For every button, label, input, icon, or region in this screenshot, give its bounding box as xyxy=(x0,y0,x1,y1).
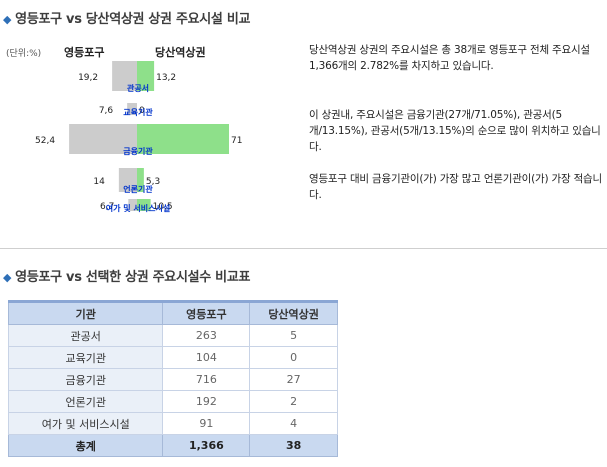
chart-left-header: 영등포구 xyxy=(64,46,105,59)
value-label-left: 19,2 xyxy=(78,73,98,83)
category-label: 언론기관 xyxy=(123,184,153,194)
total-value: 1,366 xyxy=(162,434,251,457)
row-label: 관공서 xyxy=(7,324,164,347)
value-label-right: 10,5 xyxy=(153,202,173,212)
value-label-left: 7,6 xyxy=(99,106,114,116)
category-label: 관공서 xyxy=(127,83,149,93)
cell-value: 263 xyxy=(162,324,251,347)
table-row: 여가 및 서비스시설 91 4 xyxy=(7,412,338,435)
description-paragraph-2: 이 상권내, 주요시설은 금융기관(27개/71.05%), 관공서(5개/13… xyxy=(309,109,601,153)
total-value: 38 xyxy=(249,434,338,457)
bar-left-3 xyxy=(118,168,137,192)
cell-value: 716 xyxy=(162,368,251,391)
value-label-right: 71 xyxy=(231,136,242,146)
cell-value: 91 xyxy=(162,412,251,435)
section-title-table: ◆ 영등포구 vs 선택한 상권 주요시설수 비교표 xyxy=(3,266,250,285)
section-title-text: 영등포구 vs 선택한 상권 주요시설수 비교표 xyxy=(15,270,251,285)
bar-right-4 xyxy=(137,199,151,211)
value-label-right: 13,2 xyxy=(156,73,176,83)
category-label: 교육기관 xyxy=(123,107,153,117)
diamond-bullet-icon: ◆ xyxy=(3,271,12,284)
bar-right-0 xyxy=(137,61,155,91)
section-title-comparison: ◆ 영등포구 vs 당산역상권 상권 주요시설 비교 xyxy=(3,8,250,27)
cell-value: 192 xyxy=(162,390,251,413)
comparison-table: 기관 영등포구 당산역상권 관공서 263 5 교육기관 104 0 금융기관 … xyxy=(7,300,338,457)
section-divider xyxy=(0,248,607,249)
cell-value: 104 xyxy=(162,346,251,369)
column-header: 기관 xyxy=(7,300,164,325)
row-label: 교육기관 xyxy=(7,346,164,369)
cell-value: 0 xyxy=(249,346,338,369)
row-label: 언론기관 xyxy=(7,390,164,413)
column-header: 영등포구 xyxy=(162,300,251,325)
row-label: 금융기관 xyxy=(7,368,164,391)
column-header: 당산역상권 xyxy=(249,300,338,325)
total-label: 총계 xyxy=(7,434,164,457)
table-row: 교육기관 104 0 xyxy=(7,346,338,369)
bar-right-2 xyxy=(137,124,229,154)
table-total-row: 총계 1,366 38 xyxy=(7,434,338,457)
value-label-right: 5,3 xyxy=(146,177,160,187)
chart-right-header: 당산역상권 xyxy=(155,46,206,59)
cell-value: 5 xyxy=(249,324,338,347)
bar-right-3 xyxy=(137,168,144,192)
value-label-left: 14 xyxy=(93,177,105,187)
description-paragraph-1: 당산역상권 상권의 주요시설은 총 38개로 영등포구 전체 주요시설 1,36… xyxy=(309,44,590,72)
row-label: 여가 및 서비스시설 xyxy=(7,412,164,435)
cell-value: 4 xyxy=(249,412,338,435)
cell-value: 2 xyxy=(249,390,338,413)
table-row: 관공서 263 5 xyxy=(7,324,338,347)
value-label-left: 52,4 xyxy=(35,136,55,146)
category-label: 여가 및 서비스시설 xyxy=(106,203,170,213)
diamond-bullet-icon: ◆ xyxy=(3,13,12,26)
bar-left-2 xyxy=(69,124,137,154)
cell-value: 27 xyxy=(249,368,338,391)
unit-label: (단위:%) xyxy=(6,49,42,59)
bar-left-0 xyxy=(112,61,137,91)
table-row: 금융기관 716 27 xyxy=(7,368,338,391)
value-label-right: 0 xyxy=(139,106,145,116)
table-header-row: 기관 영등포구 당산역상권 xyxy=(7,300,338,325)
value-label-left: 6,7 xyxy=(100,202,114,212)
table-row: 언론기관 192 2 xyxy=(7,390,338,413)
description-paragraph-3: 영등포구 대비 금융기관이(가) 가장 많고 언론기관이(가) 가장 적습니다. xyxy=(309,173,602,201)
bar-left-4 xyxy=(128,199,137,211)
bar-left-1 xyxy=(127,103,137,115)
section-title-text: 영등포구 vs 당산역상권 상권 주요시설 비교 xyxy=(15,12,251,27)
category-label: 금융기관 xyxy=(123,146,153,156)
